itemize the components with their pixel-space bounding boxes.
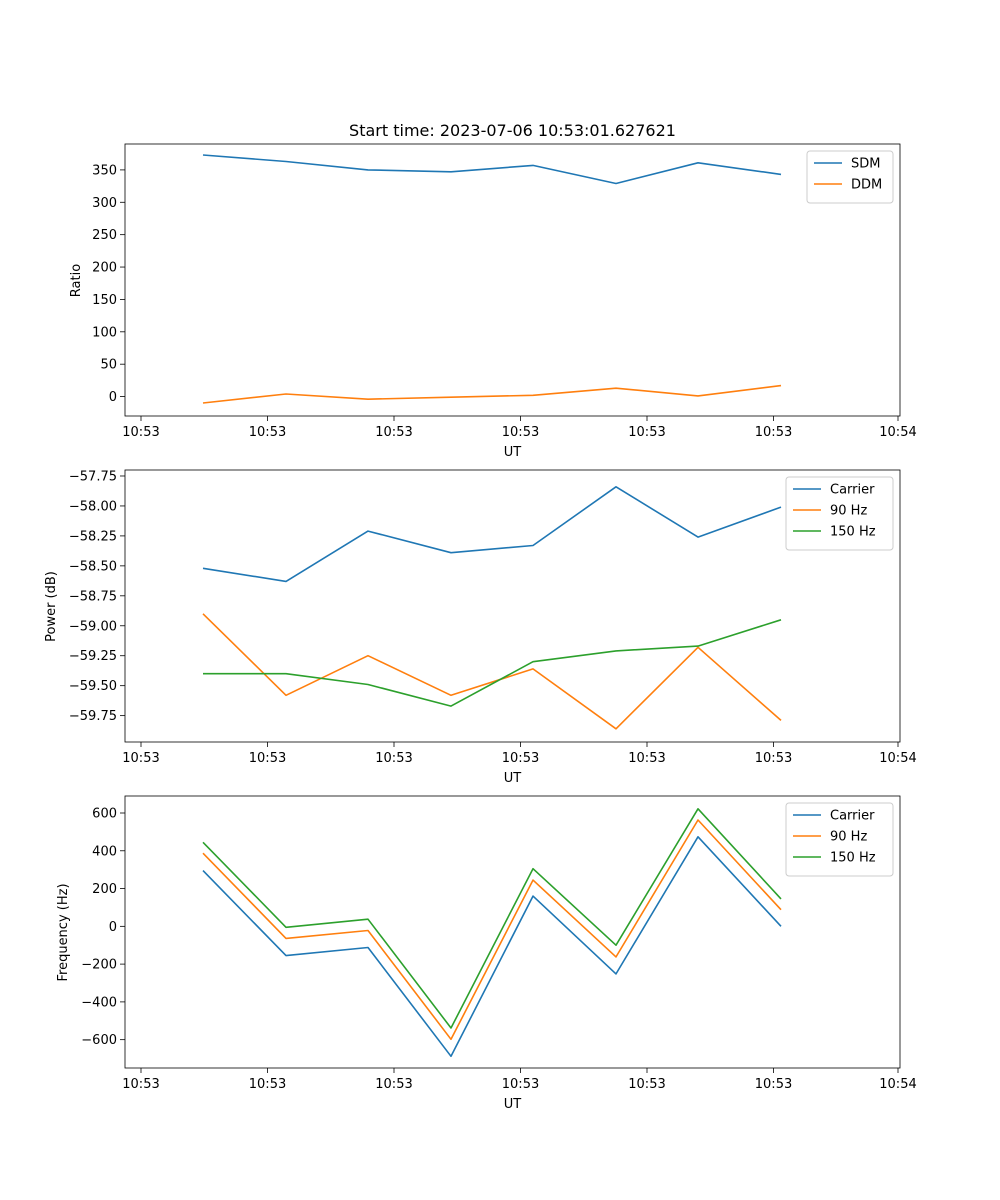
axes-frame: [124, 143, 901, 417]
x-axis-label: UT: [504, 771, 522, 786]
y-tick-label: 200: [92, 261, 117, 276]
series-line-sdm: [202, 154, 782, 185]
legend: Carrier 90 Hz 150 Hz: [785, 802, 894, 877]
x-axis-label: UT: [504, 1097, 522, 1112]
y-tick-label: 200: [92, 882, 117, 897]
x-tick-label: 10:53: [628, 1077, 665, 1092]
frequency-chart-panel: UT Frequency (Hz) 10:53 10:53 10:53 10:53 10…: [56, 795, 917, 1112]
axes-frame: [124, 795, 901, 1069]
y-axis-label: Frequency (Hz): [56, 883, 71, 981]
series-line-ddm: [202, 384, 782, 404]
series-line-150-hz: [202, 807, 782, 1029]
y-tick-label: −59.75: [69, 709, 117, 724]
y-tick-label: 0: [109, 390, 117, 405]
x-tick-label: 10:53: [122, 751, 159, 766]
y-tick-label: −400: [81, 995, 117, 1010]
series-line-150-hz: [203, 619, 782, 707]
y-tick-label: 50: [100, 358, 117, 373]
x-tick-label: 10:53: [122, 1077, 159, 1092]
y-tick-label: 0: [109, 920, 117, 935]
y-tick-label: −58.00: [69, 499, 117, 514]
y-tick-label: 100: [92, 325, 117, 340]
y-tick-label: 600: [92, 807, 117, 822]
legend-label: 150 Hz: [830, 851, 876, 866]
legend-label: 150 Hz: [830, 525, 876, 540]
x-tick-label: 10:53: [502, 751, 539, 766]
x-tick-label: 10:53: [755, 425, 792, 440]
legend-box: [806, 150, 894, 204]
y-tick-label: −600: [81, 1033, 117, 1048]
x-tick-label: 10:53: [755, 1077, 792, 1092]
legend: SDM DDM: [806, 150, 894, 204]
y-tick-label: −58.25: [69, 529, 117, 544]
ratio-chart-panel: Start time: 2023-07-06 10:53:01.627621 U…: [69, 121, 917, 460]
x-tick-label: 10:53: [628, 425, 665, 440]
y-tick-label: −59.25: [69, 649, 117, 664]
y-tick-label: −58.50: [69, 559, 117, 574]
legend: Carrier 90 Hz 150 Hz: [785, 476, 894, 551]
y-tick-label: 350: [92, 163, 117, 178]
x-tick-label: 10:53: [502, 425, 539, 440]
y-tick-label: 300: [92, 196, 117, 211]
x-tick-label: 10:53: [375, 425, 412, 440]
x-axis-label: UT: [504, 445, 522, 460]
x-tick-label: 10:53: [375, 1077, 412, 1092]
x-tick-label: 10:53: [375, 751, 412, 766]
x-tick-label: 10:53: [628, 751, 665, 766]
y-tick-label: −59.50: [69, 679, 117, 694]
x-tick-label: 10:54: [879, 751, 916, 766]
y-tick-label: 150: [92, 293, 117, 308]
legend-label: 90 Hz: [830, 504, 867, 519]
legend-label: SDM: [851, 157, 880, 172]
y-tick-label: −58.75: [69, 589, 117, 604]
y-tick-label: 400: [92, 844, 117, 859]
series-line-carrier: [202, 485, 782, 583]
y-axis-label: Power (dB): [44, 571, 59, 642]
y-axis-label: Ratio: [69, 264, 84, 297]
y-tick-label: 250: [92, 228, 117, 243]
legend-label: 90 Hz: [830, 830, 867, 845]
y-tick-label: −59.00: [69, 619, 117, 634]
x-tick-label: 10:54: [879, 1077, 916, 1092]
axes-frame: [124, 469, 901, 743]
x-tick-label: 10:53: [249, 751, 286, 766]
legend-label: Carrier: [830, 809, 875, 824]
power-chart-panel: UT Power (dB) 10:53 10:53 10:53 10:53 10:53 1…: [44, 469, 917, 786]
legend-label: Carrier: [830, 483, 875, 498]
series-line-90-hz: [202, 613, 782, 730]
y-tick-label: −200: [81, 958, 117, 973]
x-tick-label: 10:53: [502, 1077, 539, 1092]
x-tick-label: 10:53: [755, 751, 792, 766]
legend-label: DDM: [851, 178, 882, 193]
y-tick-label: −57.75: [69, 469, 117, 484]
x-tick-label: 10:53: [249, 425, 286, 440]
x-tick-label: 10:53: [249, 1077, 286, 1092]
x-tick-label: 10:54: [879, 425, 916, 440]
chart-title: Start time: 2023-07-06 10:53:01.627621: [349, 121, 676, 140]
series-line-carrier: [202, 835, 782, 1058]
series-line-90-hz: [202, 819, 782, 1041]
x-tick-label: 10:53: [122, 425, 159, 440]
